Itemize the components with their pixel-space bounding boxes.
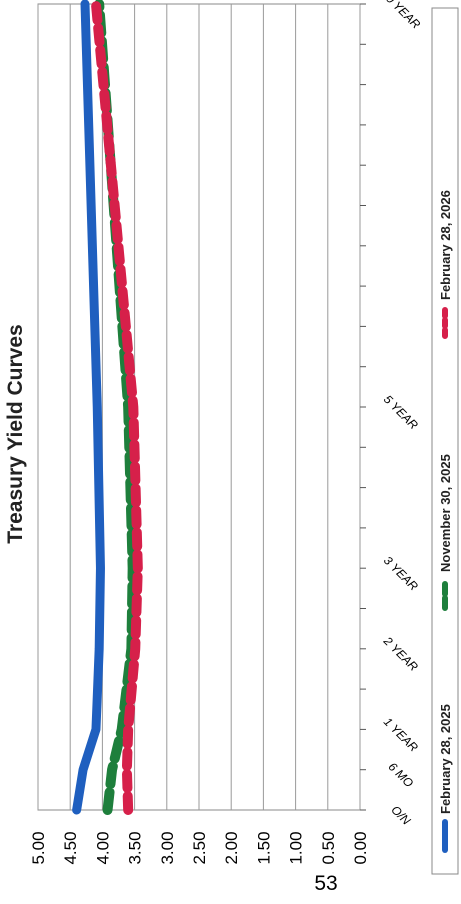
page-number: 53 bbox=[314, 872, 338, 895]
category-tick-label: 6 MO bbox=[386, 760, 417, 791]
value-tick-label: 0.00 bbox=[351, 831, 370, 864]
legend-entries: February 28, 2025 November 30, 2025 Februa… bbox=[438, 190, 453, 853]
category-tick-label: 1 YEAR bbox=[381, 715, 421, 755]
legend-label: February 28, 2026 bbox=[438, 190, 453, 300]
value-tick-label: 3.50 bbox=[126, 831, 145, 864]
legend-box bbox=[431, 7, 459, 875]
category-ticks bbox=[360, 3, 366, 811]
series-line-2 bbox=[90, 0, 143, 815]
category-tick-label: 2 YEAR bbox=[380, 633, 421, 674]
value-tick-label: 1.50 bbox=[254, 831, 273, 864]
category-tick-label: 5 YEAR bbox=[381, 392, 421, 432]
value-tick-label: 1.00 bbox=[287, 831, 306, 864]
category-tick-label: O/N bbox=[388, 803, 413, 828]
category-tick-label: 10 YEAR bbox=[378, 0, 423, 32]
legend-label: February 28, 2025 bbox=[438, 704, 453, 814]
value-tick-labels: 0.00 0.50 1.00 1.50 2.00 2.50 3.00 3.50 4.00 4.50… bbox=[29, 831, 370, 864]
value-tick-label: 4.50 bbox=[61, 831, 80, 864]
value-tick-label: 3.00 bbox=[158, 831, 177, 864]
value-tick-label: 0.50 bbox=[319, 831, 338, 864]
chart-title: Treasury Yield Curves bbox=[4, 324, 27, 543]
value-tick-label: 4.00 bbox=[93, 831, 112, 864]
series-line-0 bbox=[72, 0, 105, 815]
legend-label: November 30, 2025 bbox=[438, 454, 453, 572]
legend: February 28, 2025 November 30, 2025 Februa… bbox=[431, 7, 459, 875]
gridlines bbox=[37, 4, 361, 810]
value-tick-label: 2.50 bbox=[190, 831, 209, 864]
value-tick-label: 2.00 bbox=[222, 831, 241, 864]
value-tick-label: 5.00 bbox=[29, 831, 48, 864]
category-tick-label: 3 YEAR bbox=[381, 553, 421, 593]
series-lines bbox=[72, 0, 143, 815]
category-tick-labels: O/N 6 MO 1 YEAR 2 YEAR 3 YEAR 5 YEAR 10 YEAR bbox=[378, 0, 423, 828]
